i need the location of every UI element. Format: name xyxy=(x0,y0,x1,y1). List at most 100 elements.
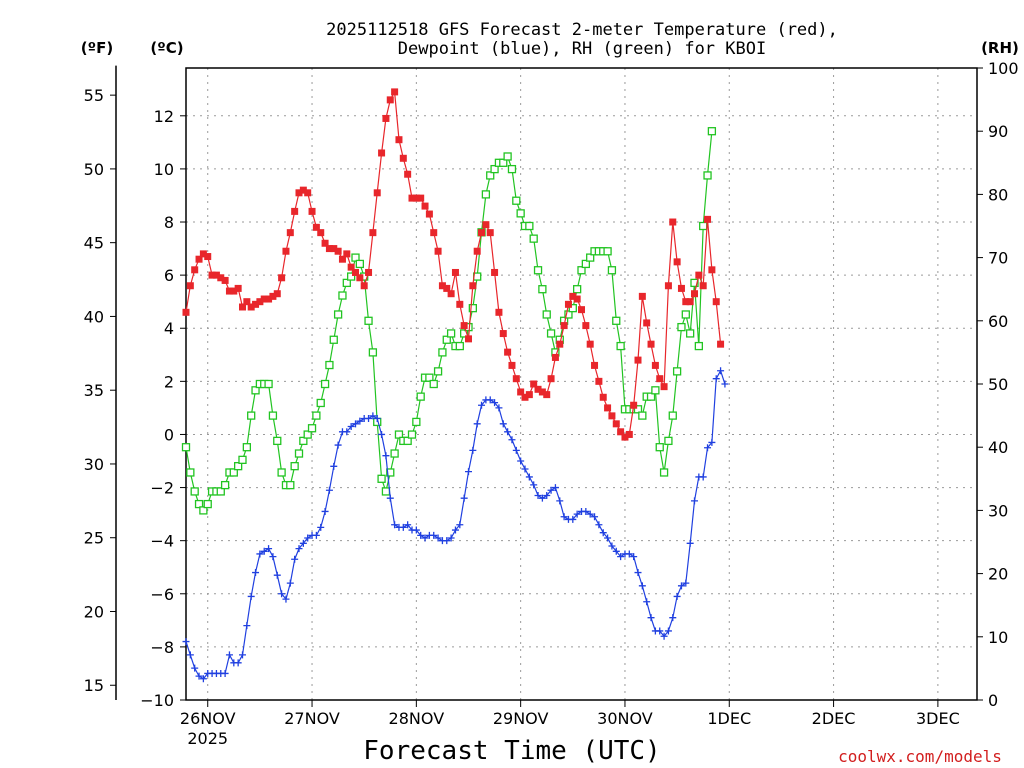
dewpoint-point xyxy=(317,523,325,531)
rh-point xyxy=(616,341,625,351)
rh-point xyxy=(603,247,612,256)
rh-point xyxy=(681,310,690,319)
temperature-point xyxy=(360,282,368,290)
temperature-point xyxy=(677,284,685,292)
dewpoint-point xyxy=(265,545,273,553)
rh-point xyxy=(412,417,421,427)
rh-point xyxy=(577,266,586,275)
x-tick-label: 28NOV xyxy=(389,709,445,728)
series-dewpoint xyxy=(182,367,729,683)
temperature-point xyxy=(373,189,381,197)
rh-point xyxy=(694,341,703,351)
rh-point xyxy=(638,411,647,420)
temperature-point xyxy=(465,335,472,343)
temperature-point xyxy=(582,322,590,330)
temperature-point xyxy=(482,221,490,229)
temperature-point xyxy=(399,154,407,162)
temperature-point xyxy=(543,391,551,399)
rh-tick-label: 30 xyxy=(988,501,1008,520)
temperature-point xyxy=(708,266,716,274)
celsius-axis-unit: (ºC) xyxy=(150,39,183,57)
rh-point xyxy=(355,259,364,269)
rh-point xyxy=(512,196,521,205)
temperature-point xyxy=(382,114,390,122)
dewpoint-point xyxy=(634,569,642,577)
dewpoint-point xyxy=(325,486,333,494)
dewpoint-point xyxy=(473,420,481,428)
dewpoint-point xyxy=(247,592,255,600)
dewpoint-point xyxy=(186,651,194,659)
temperature-point xyxy=(486,229,494,237)
temperature-point xyxy=(438,282,446,290)
rh-point xyxy=(438,348,447,357)
dewpoint-point xyxy=(686,539,694,547)
celsius-tick-label: −6 xyxy=(150,585,174,604)
dewpoint-point xyxy=(182,638,190,646)
x-tick-label: 2DEC xyxy=(812,709,856,728)
temperature-point xyxy=(699,282,707,290)
rh-point xyxy=(651,386,660,395)
dewpoint-point xyxy=(586,510,594,518)
temperature-point xyxy=(530,380,538,388)
dewpoint-point xyxy=(508,436,516,444)
rh-point xyxy=(347,272,356,281)
x-tick-label: 30NOV xyxy=(597,709,653,728)
temperature-point xyxy=(308,207,316,215)
celsius-tick-label: 8 xyxy=(164,213,174,232)
dewpoint-point xyxy=(677,582,685,590)
dewpoint-point xyxy=(525,473,533,481)
rh-tick-label: 0 xyxy=(988,691,998,710)
temperature-point xyxy=(325,245,333,253)
temperature-point xyxy=(404,170,412,178)
temperature-point xyxy=(243,298,251,306)
rh-point xyxy=(507,164,517,174)
dewpoint-point xyxy=(591,513,599,521)
rh-point xyxy=(407,430,417,439)
temperature-point xyxy=(717,340,725,348)
dewpoint-point xyxy=(560,513,568,521)
rh-point xyxy=(503,152,512,161)
temperature-point xyxy=(508,361,516,369)
rh-point xyxy=(499,158,508,167)
rh-point xyxy=(455,341,464,351)
temperature-point xyxy=(560,322,568,330)
dewpoint-point xyxy=(365,415,373,423)
temperature-point xyxy=(664,282,672,290)
rh-point xyxy=(703,171,712,180)
rh-point xyxy=(325,360,334,370)
temperature-point xyxy=(195,255,203,263)
rh-tick-label: 80 xyxy=(988,185,1008,204)
temperature-point xyxy=(260,295,268,303)
temperature-point xyxy=(212,271,220,279)
dewpoint-point xyxy=(704,444,712,452)
temperature-point xyxy=(525,391,533,399)
dewpoint-point xyxy=(469,446,477,454)
temperature-point xyxy=(617,428,625,436)
temperature-point xyxy=(621,433,629,441)
dewpoint-point xyxy=(573,510,581,518)
temperature-point xyxy=(391,88,399,96)
temperature-point xyxy=(608,412,616,420)
temperature-point xyxy=(451,268,459,276)
temperature-point xyxy=(369,229,377,237)
dewpoint-point xyxy=(712,375,720,383)
rh-point xyxy=(186,468,195,477)
rh-point xyxy=(220,480,230,490)
rh-point xyxy=(568,304,577,313)
rh-point xyxy=(668,411,677,420)
dewpoint-point xyxy=(273,571,281,579)
rh-point xyxy=(316,398,325,408)
temperature-point xyxy=(569,292,577,300)
dewpoint-point xyxy=(530,481,538,489)
dewpoint-point xyxy=(434,534,442,542)
celsius-tick-label: −2 xyxy=(150,479,174,498)
dewpoint-point xyxy=(373,415,381,423)
dewpoint-point xyxy=(399,523,407,531)
rh-point xyxy=(386,468,395,477)
dewpoint-point xyxy=(321,507,329,515)
dewpoint-point xyxy=(352,420,359,428)
dewpoint-point xyxy=(517,457,525,465)
temperature-point xyxy=(291,207,299,215)
temperature-point xyxy=(230,287,238,295)
celsius-tick-label: −4 xyxy=(150,532,174,551)
